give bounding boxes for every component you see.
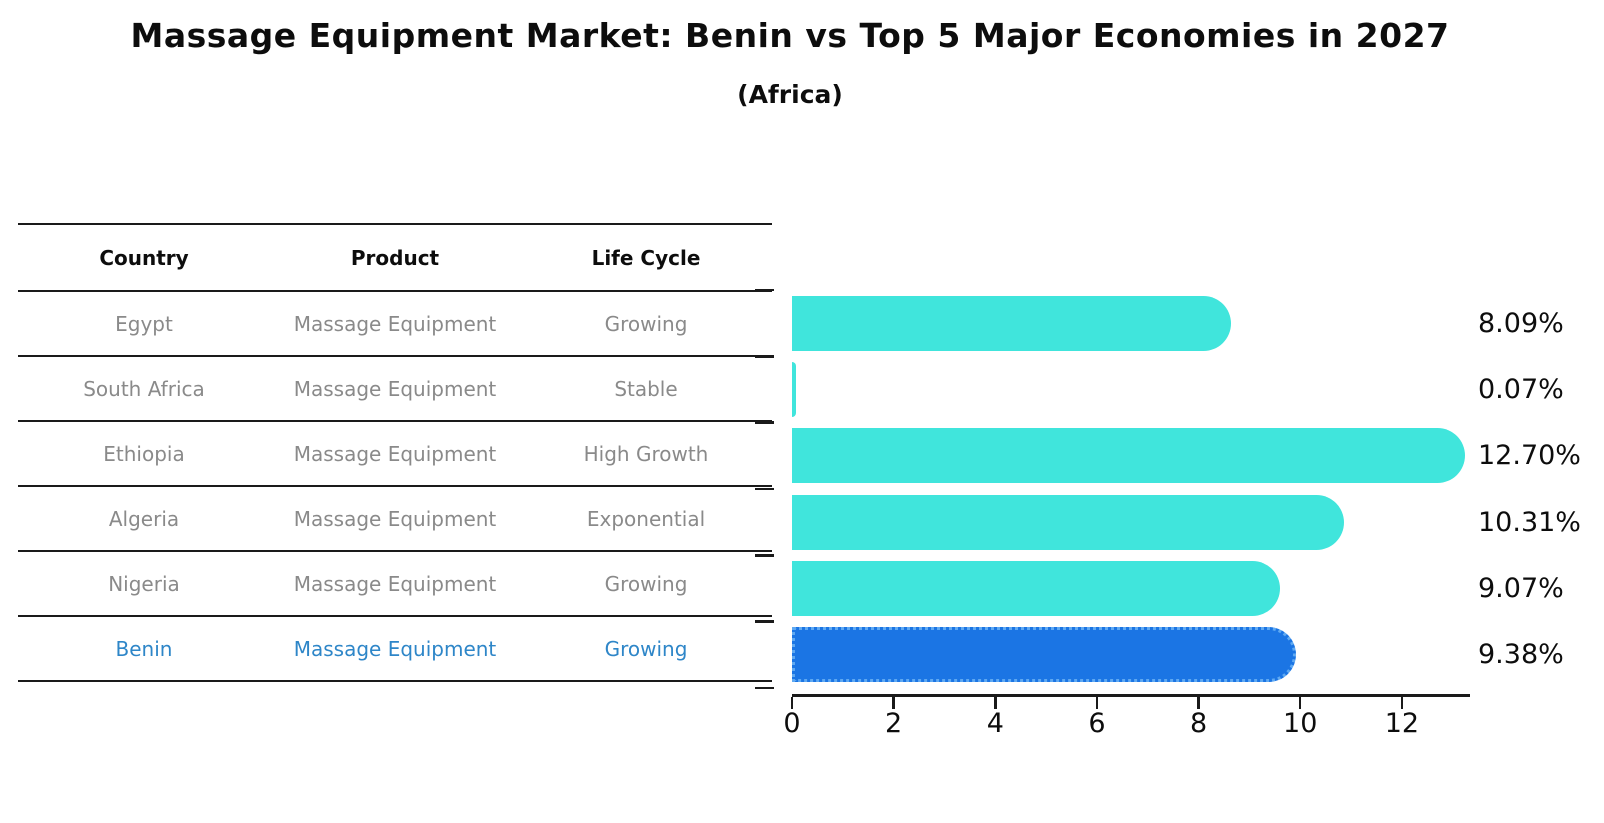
y-axis-tick xyxy=(755,355,774,358)
x-axis-tick xyxy=(994,697,997,709)
bar-egypt xyxy=(792,296,1231,351)
y-axis-tick xyxy=(755,620,774,623)
bar-algeria xyxy=(792,495,1344,550)
x-axis-tick-label: 6 xyxy=(1057,708,1137,739)
bar-south-africa xyxy=(792,362,796,417)
bar-chart: 8.09% 0.07% 12.70% 10.31% 9.07% 9.38% 02468 10 1… xyxy=(0,0,1604,823)
bar-value-label: 9.38% xyxy=(1478,627,1564,682)
y-axis-tick xyxy=(755,289,774,292)
x-axis-tick xyxy=(791,697,794,709)
y-axis-tick xyxy=(755,488,774,491)
x-axis-tick xyxy=(1096,697,1099,709)
bar-value-label: 8.09% xyxy=(1478,296,1564,351)
bar-ethiopia xyxy=(792,428,1465,483)
bar-nigeria xyxy=(792,561,1280,616)
x-axis-tick-label: 8 xyxy=(1159,708,1239,739)
x-axis-tick-label: 12 xyxy=(1362,708,1442,739)
y-axis-tick xyxy=(755,554,774,557)
bar-value-label: 10.31% xyxy=(1478,495,1581,550)
x-axis-tick-label: 0 xyxy=(752,708,832,739)
x-axis-tick xyxy=(892,697,895,709)
x-axis-tick xyxy=(1401,697,1404,709)
y-axis-tick xyxy=(755,687,774,690)
x-axis-tick xyxy=(1299,697,1302,709)
x-axis-tick-label: 10 xyxy=(1260,708,1340,739)
bar-benin xyxy=(792,627,1296,682)
bar-value-label: 0.07% xyxy=(1478,362,1564,417)
y-axis-tick xyxy=(755,421,774,424)
x-axis-tick-label: 2 xyxy=(854,708,934,739)
x-axis-tick-label: 4 xyxy=(955,708,1035,739)
x-axis-tick xyxy=(1197,697,1200,709)
bar-value-label: 12.70% xyxy=(1478,428,1581,483)
bar-value-label: 9.07% xyxy=(1478,561,1564,616)
